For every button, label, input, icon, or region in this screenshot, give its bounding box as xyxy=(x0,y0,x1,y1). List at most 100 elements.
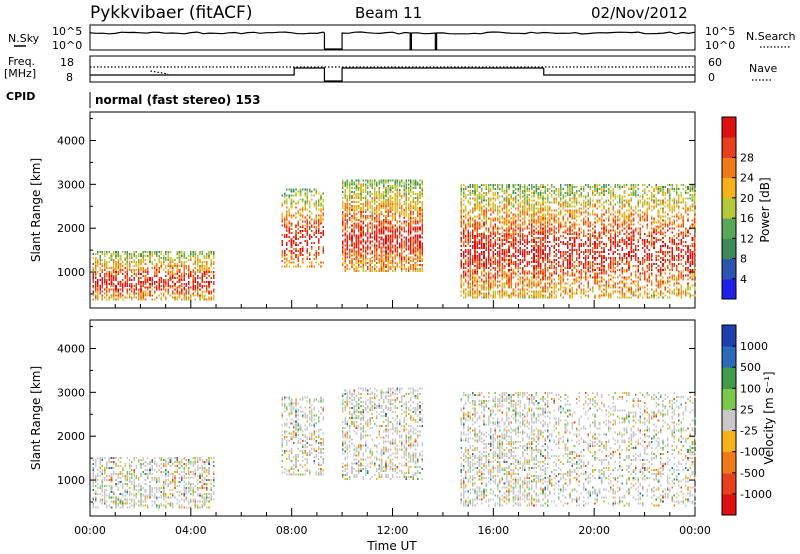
data-cell xyxy=(362,254,365,257)
data-cell xyxy=(358,222,360,225)
data-cell xyxy=(387,254,390,257)
data-cell xyxy=(373,210,376,213)
data-cell xyxy=(544,290,547,293)
data-cell xyxy=(158,257,160,260)
data-cell xyxy=(358,210,360,213)
data-cell xyxy=(358,248,360,251)
data-cell xyxy=(601,231,603,234)
data-cell xyxy=(135,296,138,299)
data-cell xyxy=(492,280,494,283)
data-cell xyxy=(601,254,603,257)
data-cell xyxy=(392,224,394,227)
data-cell xyxy=(194,276,197,279)
data-cell xyxy=(394,258,396,261)
data-cell xyxy=(394,256,396,259)
data-cell xyxy=(344,208,346,211)
data-cell xyxy=(396,254,399,257)
data-cell xyxy=(530,213,533,216)
data-cell xyxy=(487,270,490,273)
data-cell xyxy=(573,241,576,244)
data-cell xyxy=(320,261,322,264)
data-cell xyxy=(414,230,417,233)
data-cell xyxy=(471,254,474,257)
data-cell xyxy=(410,260,412,263)
data-cell xyxy=(346,254,349,257)
data-cell xyxy=(387,203,390,205)
data-cell xyxy=(360,236,362,239)
data-cell xyxy=(94,290,97,293)
data-cell xyxy=(587,191,589,194)
data-cell xyxy=(94,294,97,297)
data-cell xyxy=(414,262,417,265)
data-cell xyxy=(414,197,417,200)
data-cell xyxy=(564,282,567,285)
data-cell xyxy=(496,266,499,269)
data-cell xyxy=(380,220,383,223)
data-cell xyxy=(165,270,167,273)
data-cell xyxy=(496,264,499,267)
data-cell xyxy=(505,262,508,265)
data-cell xyxy=(371,244,374,247)
data-cell xyxy=(503,290,506,293)
data-cell xyxy=(119,296,122,299)
data-cell xyxy=(548,191,551,194)
data-cell xyxy=(585,251,587,253)
data-cell xyxy=(524,294,526,297)
data-cell xyxy=(135,257,138,260)
data-cell xyxy=(505,185,508,188)
data-cell xyxy=(401,228,403,231)
data-cell xyxy=(540,193,542,196)
data-cell xyxy=(553,229,555,232)
data-cell xyxy=(99,251,101,254)
data-cell xyxy=(378,242,380,245)
data-cell xyxy=(467,243,469,246)
data-cell xyxy=(496,247,499,250)
data-cell xyxy=(469,294,472,297)
data-cell xyxy=(353,268,355,271)
data-cell xyxy=(490,278,492,281)
data-cell xyxy=(519,294,522,297)
data-cell xyxy=(351,187,353,190)
data-cell xyxy=(311,265,313,268)
data-cell xyxy=(540,247,542,250)
data-cell xyxy=(542,209,544,212)
data-cell xyxy=(364,208,367,211)
data-cell xyxy=(607,249,610,251)
data-cell xyxy=(496,213,499,216)
data-cell xyxy=(485,249,488,251)
data-cell xyxy=(544,201,547,204)
data-cell xyxy=(560,253,562,255)
data-cell xyxy=(564,256,567,259)
data-cell xyxy=(603,187,605,190)
data-cell xyxy=(496,227,499,230)
data-cell xyxy=(140,296,142,299)
data-cell xyxy=(387,185,390,188)
data-cell xyxy=(351,248,353,251)
data-cell xyxy=(286,202,288,205)
data-cell xyxy=(494,225,497,228)
data-cell xyxy=(533,233,535,236)
data-cell xyxy=(476,201,478,204)
data-cell xyxy=(414,236,417,239)
data-cell xyxy=(485,187,488,190)
data-cell xyxy=(537,225,540,228)
data-cell xyxy=(421,246,424,249)
data-cell xyxy=(126,296,129,299)
data-cell xyxy=(465,237,467,240)
data-cell xyxy=(176,267,179,269)
data-cell xyxy=(540,251,542,253)
data-cell xyxy=(344,183,346,186)
data-cell xyxy=(587,270,589,273)
data-cell xyxy=(299,208,302,211)
data-cell xyxy=(403,230,405,233)
data-cell xyxy=(185,288,188,291)
data-cell xyxy=(171,296,174,299)
data-cell xyxy=(544,217,547,220)
data-cell xyxy=(596,201,598,204)
data-cell xyxy=(346,185,349,188)
data-cell xyxy=(474,203,476,206)
data-cell xyxy=(517,215,519,218)
data-cell xyxy=(295,206,297,209)
data-cell xyxy=(283,234,286,237)
data-cell xyxy=(553,292,555,295)
